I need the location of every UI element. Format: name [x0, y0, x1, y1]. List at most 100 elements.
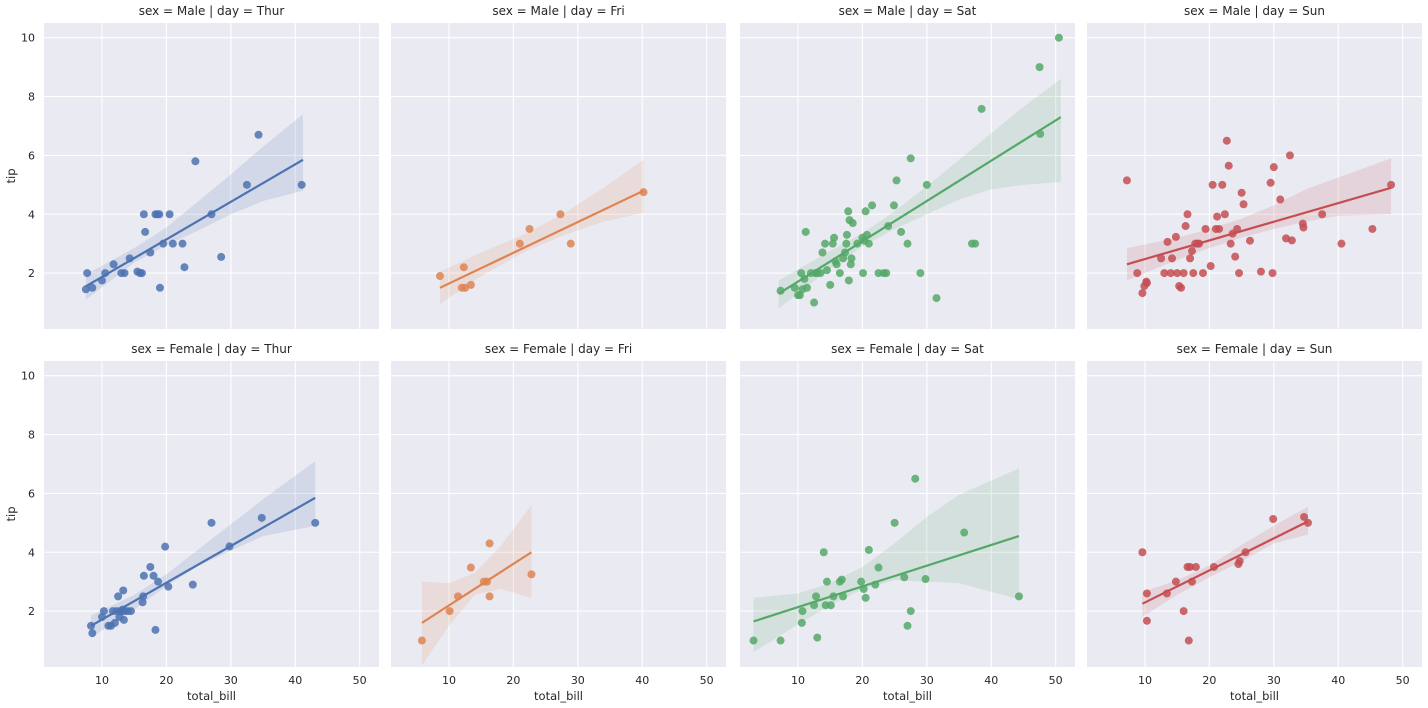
data-point	[847, 254, 856, 263]
data-point	[1220, 210, 1229, 219]
data-point	[1299, 223, 1308, 232]
plot-background	[1087, 23, 1422, 329]
x-tick-label: 10	[1138, 674, 1152, 687]
x-axis-label: total_bill	[1230, 689, 1279, 703]
plot-background	[1087, 361, 1422, 667]
data-point	[1173, 269, 1182, 278]
data-point	[515, 239, 524, 248]
data-point	[1276, 195, 1285, 204]
data-point	[445, 607, 454, 616]
data-point	[844, 207, 853, 216]
facet-title: sex = Male | day = Fri	[492, 4, 624, 18]
data-point	[161, 542, 170, 551]
facet-title: sex = Male | day = Sun	[1184, 4, 1325, 18]
data-point	[830, 233, 839, 242]
y-axis-label: tip	[4, 168, 18, 183]
regression-line	[778, 116, 1062, 295]
data-point	[83, 269, 92, 278]
data-point	[556, 210, 565, 219]
data-point	[900, 573, 909, 582]
data-point	[803, 283, 811, 292]
data-point	[639, 188, 648, 197]
y-tick-label: 10	[21, 32, 35, 45]
facet-panel: 10 20 30 40 50 sex = Female | day = Fri total_…	[391, 342, 726, 703]
data-point	[749, 636, 758, 645]
y-tick-label: 4	[28, 208, 35, 221]
y-tick-label: 2	[28, 267, 35, 280]
data-point	[109, 260, 118, 269]
data-point	[1189, 269, 1198, 278]
data-point	[99, 607, 108, 616]
data-point	[1166, 269, 1175, 278]
data-point	[826, 601, 835, 610]
x-tick-label: 30	[920, 674, 934, 687]
data-point	[1303, 518, 1312, 527]
x-tick-label: 50	[353, 674, 367, 687]
data-point	[114, 592, 123, 601]
x-tick-label: 30	[571, 674, 585, 687]
regression-line	[1141, 520, 1309, 605]
facet-panel: sex = Male | day = Sun	[1087, 4, 1422, 329]
data-point	[1157, 254, 1166, 263]
x-tick-label: 10	[791, 674, 805, 687]
data-point	[903, 621, 912, 630]
data-point	[1215, 224, 1224, 233]
x-axis-label: total_bill	[534, 689, 583, 703]
data-point	[1206, 262, 1215, 271]
data-point	[141, 227, 150, 236]
x-tick-label: 40	[635, 674, 649, 687]
regression-line	[439, 189, 645, 289]
data-point	[932, 294, 941, 303]
data-point	[188, 580, 197, 589]
data-point	[1184, 636, 1193, 645]
data-point	[1171, 232, 1180, 241]
data-point	[254, 130, 263, 139]
data-point	[842, 230, 851, 239]
data-point	[1300, 512, 1309, 521]
data-point	[1179, 607, 1188, 616]
facet-panel: 2 4 6 8 10 sex = Male | day = Thur tip	[4, 4, 379, 329]
data-point	[151, 625, 160, 634]
y-tick-label: 6	[28, 487, 35, 500]
data-point	[1168, 254, 1177, 263]
data-point	[435, 272, 444, 281]
data-point	[1337, 239, 1346, 248]
data-point	[81, 285, 90, 294]
data-point	[1208, 180, 1217, 189]
data-point	[960, 528, 969, 537]
data-point	[1179, 269, 1188, 278]
regression-line	[90, 496, 316, 627]
x-tick-label: 50	[700, 674, 714, 687]
data-point	[88, 283, 97, 292]
data-point	[466, 280, 475, 289]
data-point	[1218, 180, 1227, 189]
data-point	[861, 593, 870, 602]
data-point	[1142, 589, 1151, 598]
facet-panel: sex = Male | day = Fri	[391, 4, 726, 329]
data-point	[466, 563, 475, 572]
data-point	[1183, 210, 1192, 219]
data-point	[846, 260, 855, 269]
data-point	[776, 636, 785, 645]
data-point	[1035, 63, 1044, 72]
data-point	[1222, 136, 1231, 145]
data-point	[168, 239, 177, 248]
data-point	[1188, 247, 1197, 256]
data-point	[971, 239, 980, 248]
confidence-band	[85, 114, 303, 300]
x-axis-label: total_bill	[187, 689, 236, 703]
x-tick-label: 30	[1267, 674, 1281, 687]
data-point	[1142, 616, 1151, 625]
data-point	[1226, 239, 1235, 248]
data-point	[88, 629, 97, 638]
data-point	[897, 227, 906, 236]
data-point	[1237, 188, 1246, 197]
facet-title: sex = Female | day = Fri	[485, 342, 632, 356]
data-point	[155, 283, 164, 292]
data-point	[155, 210, 164, 219]
data-point	[180, 263, 189, 272]
data-point	[864, 239, 873, 248]
data-point	[139, 571, 148, 580]
data-point	[1287, 236, 1296, 245]
